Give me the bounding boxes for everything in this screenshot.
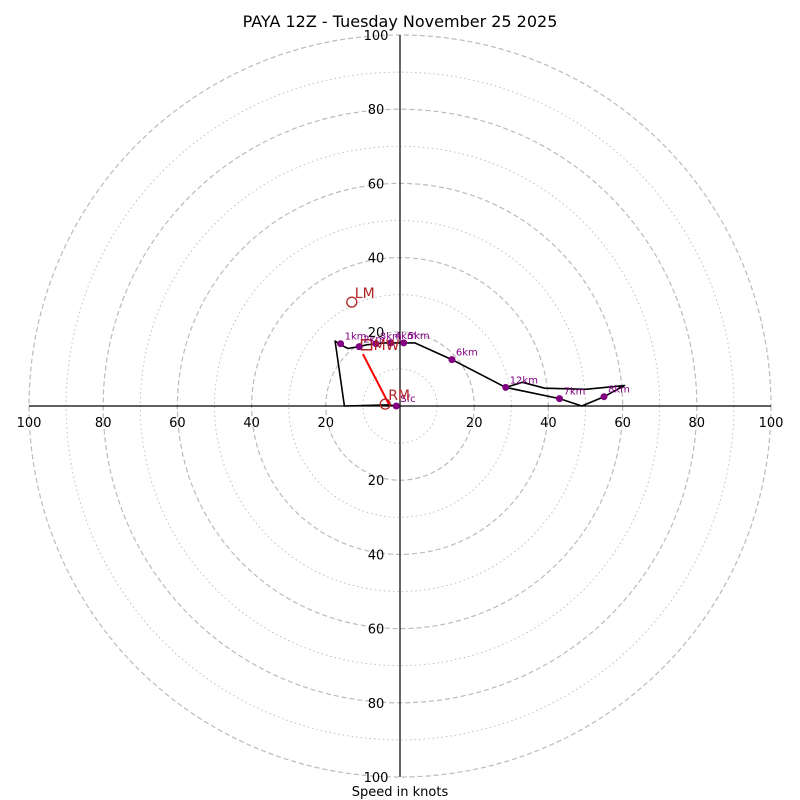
height-dot-6km xyxy=(448,356,456,364)
height-dot-7km xyxy=(556,395,563,403)
mean-wind-label: MW xyxy=(374,338,400,354)
storm-motion-lm-marker xyxy=(346,296,358,308)
height-label-1km: 1km xyxy=(345,332,367,343)
tick-bottom-80: 80 xyxy=(368,697,385,712)
height-label-2km: 2km xyxy=(363,335,385,346)
tick-right-60: 60 xyxy=(614,416,631,431)
tick-left-40: 40 xyxy=(243,416,260,431)
height-label-6km: 6km xyxy=(456,348,478,359)
tick-top-60: 60 xyxy=(368,177,385,192)
height-dot-sfc xyxy=(392,402,400,410)
tick-bottom-100: 100 xyxy=(364,771,389,786)
tick-top-20: 20 xyxy=(368,326,385,341)
tick-left-20: 20 xyxy=(318,416,335,431)
storm-motion-markers: LM RM MW xyxy=(346,286,410,410)
height-dot-1km xyxy=(337,340,345,348)
height-label-4km: 4km xyxy=(395,331,417,342)
tick-bottom-40: 40 xyxy=(368,548,385,563)
height-dot-5km xyxy=(400,339,408,347)
storm-motion-rm-marker xyxy=(379,398,391,410)
tick-left-80: 80 xyxy=(95,416,112,431)
height-dot-12km xyxy=(502,383,510,391)
tick-top-100: 100 xyxy=(364,29,389,44)
tick-bottom-20: 20 xyxy=(368,474,385,489)
tick-right-20: 20 xyxy=(466,416,483,431)
height-dot-3km xyxy=(372,340,380,348)
height-label-sfc: Sfc xyxy=(400,394,415,405)
tick-left-100: 100 xyxy=(17,416,42,431)
chart-title: PAYA 12Z - Tuesday November 25 2025 xyxy=(243,12,558,31)
height-label-7km: 7km xyxy=(564,387,586,398)
shear-vector-line xyxy=(362,353,390,405)
tick-labels: 20 20 20 40 40 40 60 60 60 80 80 80 100 100 100 100 80 60… xyxy=(17,29,784,786)
tick-top-40: 40 xyxy=(368,252,385,267)
height-label-3km: 3km xyxy=(380,332,402,343)
tick-right-80: 80 xyxy=(689,416,706,431)
axes xyxy=(29,35,771,777)
height-label-5km: 5km xyxy=(408,331,430,342)
tick-right-100: 100 xyxy=(759,416,784,431)
height-dot-8km xyxy=(600,393,608,401)
tick-top-80: 80 xyxy=(368,103,385,118)
storm-motion-rm-label: RM xyxy=(388,388,410,404)
tick-bottom-60: 60 xyxy=(368,623,385,638)
storm-motion-lm-label: LM xyxy=(355,286,375,302)
height-label-8km: 8km xyxy=(608,385,630,396)
height-label-12km: 12km xyxy=(510,375,538,386)
x-axis-label: Speed in knots xyxy=(352,785,449,800)
height-dot-2km xyxy=(355,343,363,351)
tick-left-60: 60 xyxy=(169,416,186,431)
tick-right-40: 40 xyxy=(540,416,557,431)
height-dot-4km xyxy=(387,339,395,347)
